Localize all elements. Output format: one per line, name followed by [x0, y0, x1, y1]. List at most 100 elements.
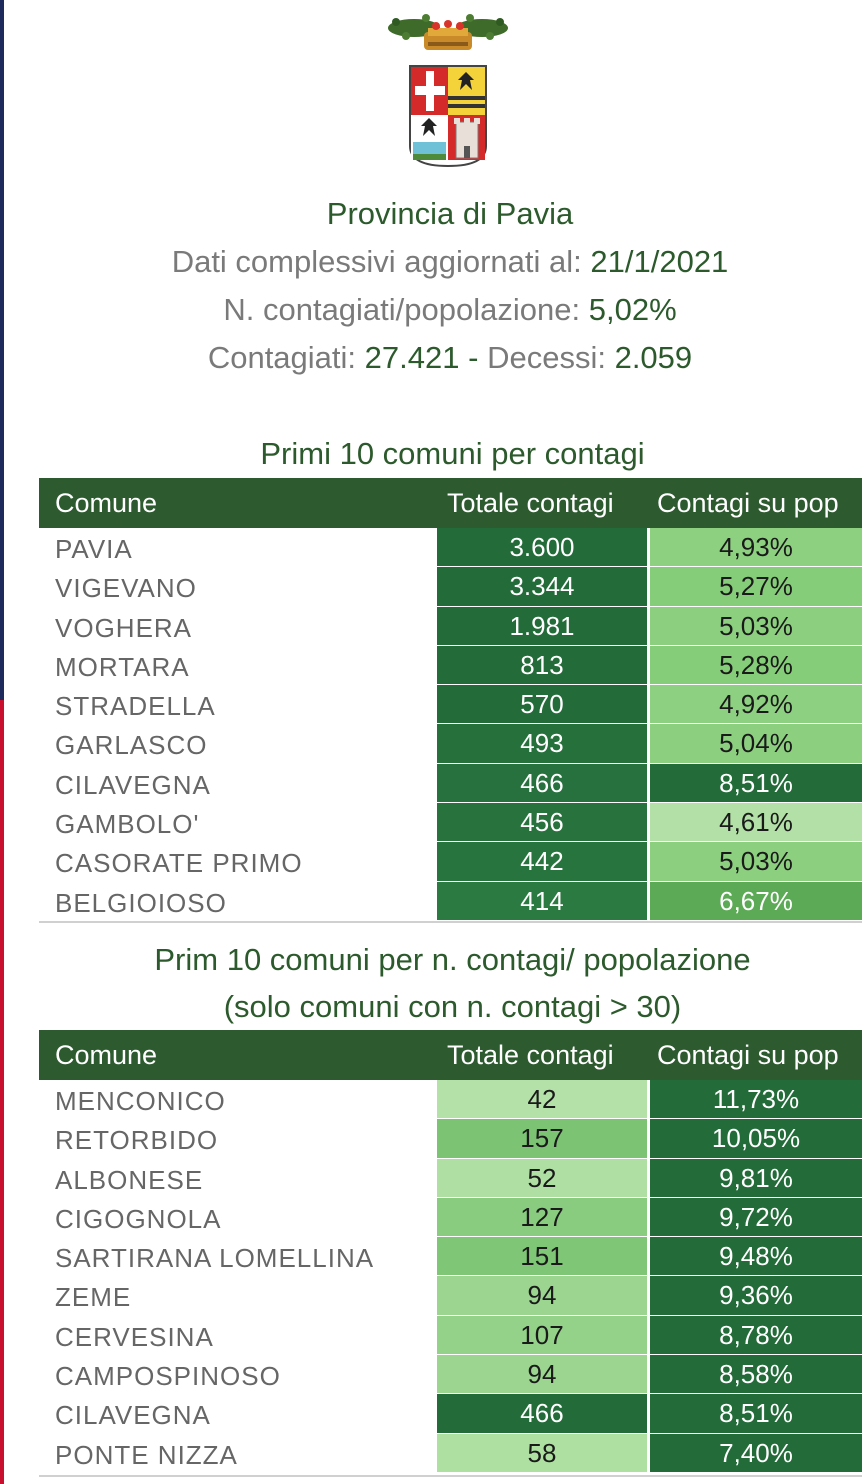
- table-row: VIGEVANO 3.344 5,27%: [39, 567, 862, 606]
- total-cases-cell: 466: [437, 763, 647, 803]
- comune-name: VOGHERA: [55, 612, 193, 643]
- deaths-value: 2.059: [614, 340, 693, 375]
- updated-date-line: Dati complessivi aggiornati al: 21/1/202…: [0, 244, 867, 280]
- infection-rate-value: 5,02%: [588, 292, 677, 327]
- updated-date-value: 21/1/2021: [590, 244, 729, 279]
- comune-name: CILAVEGNA: [55, 1400, 211, 1431]
- table-row: ALBONESE 52 9,81%: [39, 1158, 862, 1198]
- table-row: STRADELLA 570 4,92%: [39, 685, 862, 724]
- total-cases-cell: 456: [437, 803, 647, 842]
- table-header: Comune Totale contagi Contagi su pop: [39, 1030, 862, 1080]
- total-cases-cell: 52: [437, 1158, 647, 1197]
- comune-name: ZEME: [55, 1282, 132, 1313]
- top-rate-table: Comune Totale contagi Contagi su pop MEN…: [39, 1030, 862, 1473]
- cases-per-pop-cell: 4,61%: [650, 803, 862, 842]
- infection-rate-label: N. contagiati/popolazione:: [223, 292, 581, 327]
- cases-per-pop-cell: 9,72%: [650, 1197, 862, 1237]
- comune-name: STRADELLA: [55, 691, 216, 722]
- total-cases-cell: 570: [437, 685, 647, 724]
- total-cases-cell: 127: [437, 1197, 647, 1237]
- total-cases-cell: 466: [437, 1394, 647, 1433]
- totals-line: Contagiati: 27.421 - Decessi: 2.059: [0, 340, 867, 376]
- table-row: CILAVEGNA 466 8,51%: [39, 1394, 862, 1433]
- column-header-totale: Totale contagi: [447, 1040, 614, 1070]
- total-cases-cell: 58: [437, 1433, 647, 1472]
- table-header: Comune Totale contagi Contagi su pop: [39, 478, 862, 528]
- column-header-pop: Contagi su pop: [657, 1040, 839, 1070]
- table-row: MENCONICO 42 11,73%: [39, 1080, 862, 1119]
- total-cases-cell: 493: [437, 724, 647, 763]
- cases-per-pop-cell: 9,48%: [650, 1237, 862, 1276]
- table-row: CASORATE PRIMO 442 5,03%: [39, 842, 862, 881]
- total-cases-cell: 1.981: [437, 606, 647, 645]
- cases-per-pop-cell: 5,03%: [650, 606, 862, 645]
- table-row: CILAVEGNA 466 8,51%: [39, 763, 862, 803]
- table-row: GARLASCO 493 5,04%: [39, 724, 862, 763]
- table2-title-line1: Prim 10 comuni per n. contagi/ popolazio…: [154, 942, 751, 977]
- table-body: MENCONICO 42 11,73% RETORBIDO 157 10,05% ALBON…: [39, 1080, 862, 1473]
- comune-name: ALBONESE: [55, 1164, 204, 1195]
- shield-icon: [409, 65, 487, 168]
- table-row: CIGOGNOLA 127 9,72%: [39, 1197, 862, 1237]
- total-cases-cell: 3.600: [437, 528, 647, 567]
- cases-per-pop-cell: 5,03%: [650, 842, 862, 881]
- table-row: SARTIRANA LOMELLINA 151 9,48%: [39, 1237, 862, 1276]
- table1-title: Primi 10 comuni per contagi: [260, 436, 645, 471]
- table-row: PONTE NIZZA 58 7,40%: [39, 1433, 862, 1473]
- cases-per-pop-cell: 8,58%: [650, 1355, 862, 1394]
- comune-name: MORTARA: [55, 651, 190, 682]
- comune-name: VIGEVANO: [55, 573, 197, 604]
- cases-per-pop-cell: 8,51%: [650, 1394, 862, 1433]
- table2-bottom-border: [39, 1475, 862, 1477]
- column-header-comune: Comune: [55, 488, 158, 518]
- updated-date-label: Dati complessivi aggiornati al:: [171, 244, 582, 279]
- table-row: ZEME 94 9,36%: [39, 1276, 862, 1315]
- table-body: PAVIA 3.600 4,93% VIGEVANO 3.344 5,27% VOGHERA…: [39, 528, 862, 921]
- table-row: MORTARA 813 5,28%: [39, 645, 862, 685]
- cases-per-pop-cell: 4,92%: [650, 685, 862, 724]
- table-row: PAVIA 3.600 4,93%: [39, 528, 862, 567]
- table1-bottom-border: [39, 921, 862, 923]
- total-cases-cell: 107: [437, 1315, 647, 1355]
- comune-name: CILAVEGNA: [55, 769, 211, 800]
- comune-name: CASORATE PRIMO: [55, 848, 303, 879]
- total-cases-cell: 3.344: [437, 567, 647, 606]
- deaths-label: Decessi:: [487, 340, 606, 375]
- total-cases-cell: 94: [437, 1355, 647, 1394]
- comune-name: RETORBIDO: [55, 1125, 219, 1156]
- cases-per-pop-cell: 5,27%: [650, 567, 862, 606]
- column-header-totale: Totale contagi: [447, 488, 614, 518]
- total-cases-cell: 414: [437, 881, 647, 920]
- comune-name: CERVESINA: [55, 1321, 214, 1352]
- infection-rate-line: N. contagiati/popolazione: 5,02%: [0, 292, 867, 328]
- province-title: Provincia di Pavia: [326, 196, 574, 231]
- total-cases-cell: 151: [437, 1237, 647, 1276]
- totals-separator: -: [468, 340, 479, 375]
- cases-per-pop-cell: 4,93%: [650, 528, 862, 567]
- table-row: CAMPOSPINOSO 94 8,58%: [39, 1355, 862, 1394]
- comune-name: PAVIA: [55, 534, 133, 564]
- comune-name: MENCONICO: [55, 1086, 226, 1116]
- crown-icon: [424, 20, 472, 50]
- cases-per-pop-cell: 10,05%: [650, 1119, 862, 1158]
- comune-name: CAMPOSPINOSO: [55, 1361, 281, 1392]
- comune-name: SARTIRANA LOMELLINA: [55, 1243, 375, 1274]
- table-row: VOGHERA 1.981 5,03%: [39, 606, 862, 646]
- table-row: CERVESINA 107 8,78%: [39, 1315, 862, 1355]
- cases-per-pop-cell: 11,73%: [650, 1080, 862, 1119]
- comune-name: GAMBOLO': [55, 809, 200, 840]
- cases-per-pop-cell: 5,04%: [650, 724, 862, 763]
- table-row: GAMBOLO' 456 4,61%: [39, 803, 862, 842]
- total-cases-cell: 813: [437, 645, 647, 685]
- table-row: BELGIOIOSO 414 6,67%: [39, 881, 862, 921]
- total-cases-cell: 94: [437, 1276, 647, 1315]
- table2-title-line2: (solo comuni con n. contagi > 30): [223, 989, 682, 1024]
- cases-per-pop-cell: 6,67%: [650, 881, 862, 920]
- column-header-pop: Contagi su pop: [657, 488, 839, 518]
- left-edge-strip: [0, 0, 4, 1484]
- cases-per-pop-cell: 9,36%: [650, 1276, 862, 1315]
- province-crest-logo: [388, 14, 508, 168]
- cases-per-pop-cell: 8,51%: [650, 763, 862, 803]
- total-cases-cell: 42: [437, 1080, 647, 1119]
- cases-per-pop-cell: 5,28%: [650, 645, 862, 685]
